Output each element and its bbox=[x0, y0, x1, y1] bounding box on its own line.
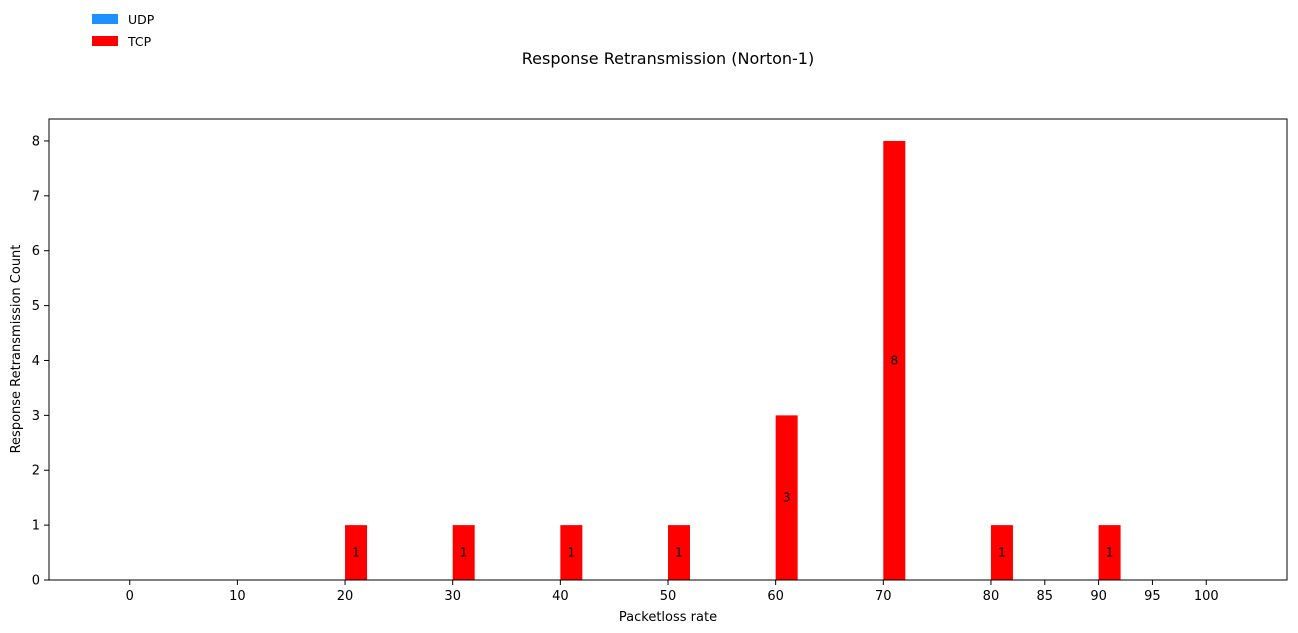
y-tick-label: 7 bbox=[32, 189, 40, 204]
bar-tcp-20 bbox=[345, 525, 368, 580]
y-tick-label: 3 bbox=[32, 409, 40, 424]
legend-swatch-tcp bbox=[92, 36, 118, 46]
y-tick-label: 8 bbox=[32, 134, 40, 149]
bar-tcp-70 bbox=[883, 140, 906, 580]
x-tick-label: 60 bbox=[767, 589, 784, 604]
bar-tcp-30 bbox=[452, 525, 475, 580]
y-tick-label: 4 bbox=[32, 354, 40, 369]
bar-label-tcp-50: 1 bbox=[675, 546, 683, 560]
plot-frame bbox=[48, 118, 1288, 581]
x-tick-label: 40 bbox=[552, 589, 569, 604]
bar-label-tcp-90: 1 bbox=[1106, 546, 1114, 560]
bar-label-tcp-40: 1 bbox=[568, 546, 576, 560]
bar-tcp-40 bbox=[560, 525, 583, 580]
x-tick-label: 70 bbox=[875, 589, 892, 604]
y-tick-label: 5 bbox=[32, 299, 40, 314]
legend: UDP TCP bbox=[92, 12, 155, 49]
bar-label-tcp-60: 3 bbox=[783, 491, 791, 505]
bar-tcp-80 bbox=[990, 525, 1013, 580]
x-tick-label: 0 bbox=[126, 589, 134, 604]
bar-label-tcp-20: 1 bbox=[352, 546, 360, 560]
bar-label-tcp-80: 1 bbox=[998, 546, 1006, 560]
x-tick-label: 50 bbox=[660, 589, 677, 604]
x-tick-label: 30 bbox=[444, 589, 461, 604]
x-tick-label: 100 bbox=[1194, 589, 1219, 604]
x-tick-label: 80 bbox=[983, 589, 1000, 604]
y-tick-label: 0 bbox=[32, 574, 40, 589]
x-tick-label: 20 bbox=[337, 589, 354, 604]
x-tick-label: 10 bbox=[229, 589, 246, 604]
y-tick-label: 2 bbox=[32, 464, 40, 479]
x-axis-label: Packetloss rate bbox=[619, 610, 717, 625]
y-tick-label: 6 bbox=[32, 244, 40, 259]
y-axis-label: Response Retransmission Count bbox=[9, 245, 24, 454]
x-ticks: 0 10 20 30 40 50 60 70 80 85 90 95 100 bbox=[126, 580, 1219, 604]
x-tick-label: 90 bbox=[1090, 589, 1107, 604]
y-tick-label: 1 bbox=[32, 519, 40, 534]
x-tick-label: 85 bbox=[1037, 589, 1054, 604]
bar-tcp-60 bbox=[775, 415, 798, 580]
chart-title: Response Retransmission (Norton-1) bbox=[522, 49, 814, 68]
legend-label-udp: UDP bbox=[128, 12, 155, 27]
y-ticks: 0 1 2 3 4 5 6 7 8 bbox=[32, 134, 49, 589]
bar-label-tcp-70: 8 bbox=[890, 353, 898, 367]
x-tick-label: 95 bbox=[1144, 589, 1161, 604]
bar-label-tcp-30: 1 bbox=[460, 546, 468, 560]
bar-tcp-50 bbox=[668, 525, 690, 580]
bars-layer: 1 1 1 1 3 8 1 1 bbox=[345, 140, 1121, 580]
bar-tcp-90 bbox=[1098, 525, 1121, 580]
legend-label-tcp: TCP bbox=[127, 34, 152, 49]
legend-swatch-udp bbox=[92, 14, 118, 24]
